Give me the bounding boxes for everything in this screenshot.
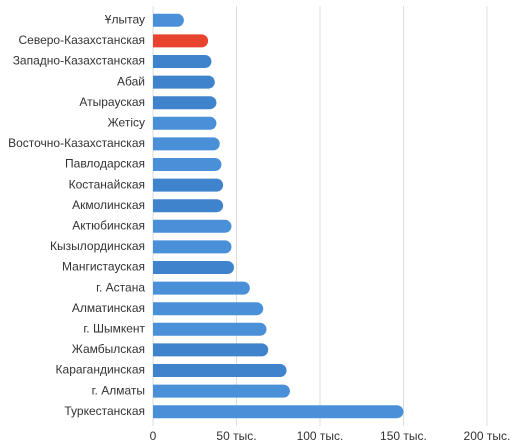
bar <box>153 158 222 171</box>
y-tick-label: Алматинская <box>72 301 145 315</box>
bar <box>153 178 224 192</box>
y-tick-label: г. Астана <box>96 280 145 294</box>
bar <box>153 219 232 233</box>
bar <box>153 13 184 27</box>
y-tick-label: Актюбинская <box>72 218 145 232</box>
x-tick-label: 150 тыс. <box>380 429 427 443</box>
bar <box>153 75 215 89</box>
y-tick-label: Кызылординская <box>50 239 145 253</box>
y-tick-label: Западно-Казахстанская <box>13 54 145 68</box>
y-tick-label: Акмолинская <box>72 198 145 212</box>
bar <box>153 364 287 377</box>
bar <box>153 240 232 254</box>
x-tick-label: 50 тыс. <box>216 429 256 443</box>
bar <box>153 199 224 213</box>
bar <box>153 343 269 357</box>
bar <box>153 261 234 274</box>
y-tick-label: Мангистауская <box>62 260 145 274</box>
x-tick-label: 0 <box>150 429 157 443</box>
y-tick-label: г. Алматы <box>92 383 145 397</box>
bar <box>153 96 217 110</box>
y-tick-label: Костанайская <box>69 177 145 191</box>
x-tick-label: 200 тыс. <box>464 429 511 443</box>
bar <box>153 384 290 398</box>
y-tick-label: Карагандинская <box>56 363 145 377</box>
y-tick-label: Восточно-Казахстанская <box>8 136 145 150</box>
bar <box>153 281 250 295</box>
x-tick-label: 100 тыс. <box>297 429 344 443</box>
y-tick-label: Северо-Казахстанская <box>18 33 145 47</box>
bar <box>153 55 212 68</box>
bar <box>153 116 217 130</box>
bar <box>153 34 209 48</box>
y-tick-label: Жамбылская <box>72 342 145 356</box>
y-tick-label: Абай <box>117 74 145 88</box>
y-tick-label: Туркестанская <box>64 404 145 418</box>
y-tick-label: г. Шымкент <box>83 321 145 335</box>
y-tick-label: Жетісу <box>108 115 145 129</box>
bar <box>153 322 267 336</box>
bar <box>153 405 404 419</box>
bar <box>153 302 264 316</box>
y-tick-label: Ұлытау <box>105 12 145 26</box>
y-tick-label: Атырауская <box>79 95 145 109</box>
bar <box>153 137 220 151</box>
y-tick-label: Павлодарская <box>65 157 145 171</box>
